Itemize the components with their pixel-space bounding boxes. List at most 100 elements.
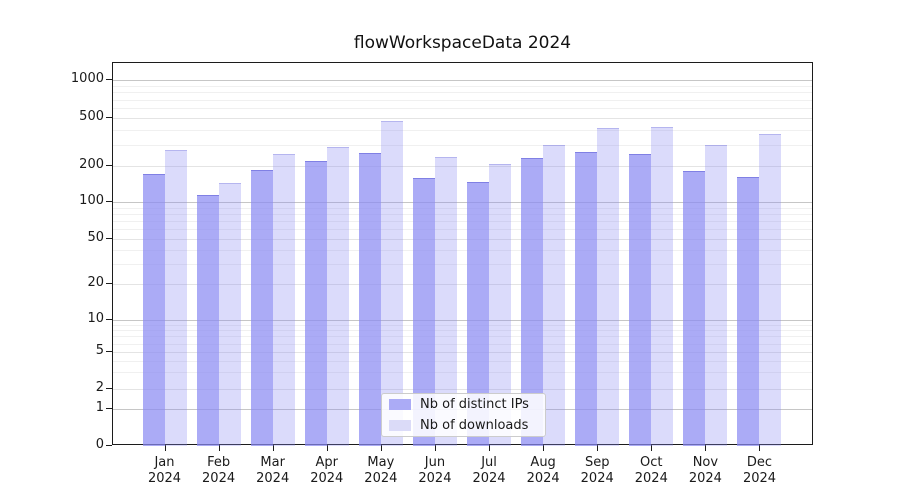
bar-downloads-mar xyxy=(272,153,295,446)
y-tick-label: 1 xyxy=(95,400,104,415)
bar-downloads-sep xyxy=(597,128,620,446)
x-tick-mark xyxy=(705,445,707,451)
x-tick-label: Sep 2024 xyxy=(580,455,614,486)
bar-ips-apr xyxy=(304,160,327,446)
gridline xyxy=(113,207,812,209)
legend-label-downloads: Nb of downloads xyxy=(420,418,529,433)
x-tick-mark xyxy=(759,445,761,451)
gridline xyxy=(113,92,812,94)
y-tick-mark xyxy=(106,408,112,409)
x-tick-label: Mar 2024 xyxy=(256,455,290,486)
legend-label-distinct-ips: Nb of distinct IPs xyxy=(420,397,529,412)
y-tick-mark xyxy=(106,319,112,320)
x-tick-label: Jul 2024 xyxy=(472,455,506,486)
bar-ips-jul xyxy=(467,181,490,446)
gridline xyxy=(113,372,812,374)
bar-downloads-oct xyxy=(651,126,674,446)
x-tick-mark xyxy=(164,445,166,451)
x-tick-label: Dec 2024 xyxy=(742,455,777,486)
gridline xyxy=(113,352,812,353)
bar-ips-sep xyxy=(575,151,598,446)
y-tick-mark xyxy=(106,387,112,389)
y-tick-mark xyxy=(106,201,112,202)
gridline xyxy=(113,108,812,109)
y-tick-label: 2 xyxy=(95,379,104,395)
x-tick-mark xyxy=(489,445,491,451)
plot-area: Nb of distinct IPs Nb of downloads xyxy=(112,62,813,446)
bar-ips-oct xyxy=(629,154,652,446)
bar-ips-nov xyxy=(683,171,706,446)
x-tick-mark xyxy=(651,445,653,451)
bar-downloads-dec xyxy=(759,134,782,446)
x-tick-mark xyxy=(380,445,382,451)
bar-downloads-aug xyxy=(543,144,566,446)
y-tick-label: 5 xyxy=(95,343,104,358)
bar-downloads-feb xyxy=(218,182,241,446)
bar-downloads-nov xyxy=(705,144,728,446)
gridline xyxy=(113,330,812,332)
gridline xyxy=(113,202,812,203)
gridline xyxy=(113,336,812,338)
legend-swatch-downloads xyxy=(389,420,411,431)
y-tick-label: 100 xyxy=(79,193,104,208)
legend-swatch-distinct-ips xyxy=(389,399,411,410)
bar-ips-may xyxy=(358,153,381,446)
gridline xyxy=(113,166,812,167)
bar-downloads-jul xyxy=(489,164,512,446)
y-tick-label: 50 xyxy=(87,230,104,245)
gridline xyxy=(113,264,812,266)
y-tick-label: 10 xyxy=(87,311,104,326)
x-tick-label: May 2024 xyxy=(364,455,398,486)
y-tick-label: 20 xyxy=(87,275,104,290)
legend: Nb of distinct IPs Nb of downloads xyxy=(381,393,546,437)
gridline xyxy=(113,144,812,146)
legend-row-distinct-ips: Nb of distinct IPs xyxy=(382,394,545,415)
gridline xyxy=(113,221,812,223)
gridline xyxy=(113,324,812,326)
x-tick-mark xyxy=(597,445,599,451)
legend-row-downloads: Nb of downloads xyxy=(382,415,545,436)
gridline xyxy=(113,388,812,390)
gridline xyxy=(113,343,812,345)
y-tick-mark xyxy=(106,117,112,118)
gridline xyxy=(113,85,812,87)
gridline xyxy=(113,129,812,131)
y-tick-mark xyxy=(106,79,112,80)
x-tick-mark xyxy=(272,445,274,451)
x-tick-label: Jun 2024 xyxy=(418,455,452,486)
y-tick-mark xyxy=(106,351,112,352)
x-tick-label: Feb 2024 xyxy=(202,455,236,486)
x-tick-mark xyxy=(543,445,545,451)
x-tick-mark xyxy=(434,445,436,451)
gridline xyxy=(113,249,812,251)
gridline xyxy=(113,360,812,362)
x-tick-label: Jan 2024 xyxy=(147,455,182,486)
y-tick-label: 0 xyxy=(95,437,104,452)
bar-downloads-jan xyxy=(164,150,187,446)
bar-ips-feb xyxy=(196,195,219,446)
x-tick-label: Nov 2024 xyxy=(688,455,722,486)
chart-title: flowWorkspaceData 2024 xyxy=(353,33,572,53)
gridline xyxy=(113,213,812,215)
y-tick-mark xyxy=(106,283,112,284)
bar-downloads-may xyxy=(380,120,403,446)
bar-ips-jan xyxy=(142,174,165,446)
gridline xyxy=(113,320,812,321)
y-tick-label: 500 xyxy=(79,109,104,124)
x-tick-mark xyxy=(326,445,328,451)
bar-ips-mar xyxy=(250,170,273,446)
x-tick-label: Apr 2024 xyxy=(310,455,344,486)
gridline xyxy=(113,239,812,240)
bar-ips-aug xyxy=(521,157,544,446)
gridline xyxy=(113,229,812,231)
y-tick-mark xyxy=(106,238,112,239)
bar-ips-dec xyxy=(737,176,760,446)
bar-downloads-jun xyxy=(434,157,457,446)
bar-ips-jun xyxy=(412,178,435,446)
y-tick-label: 200 xyxy=(79,157,104,172)
bar-downloads-apr xyxy=(326,147,349,446)
gridline xyxy=(113,80,812,81)
x-tick-mark xyxy=(218,445,220,451)
y-tick-mark xyxy=(106,165,112,166)
